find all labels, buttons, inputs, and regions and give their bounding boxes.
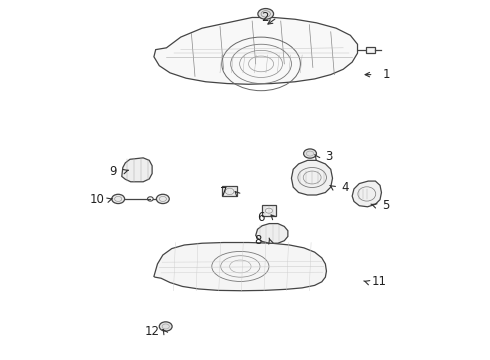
Text: 2: 2 bbox=[261, 11, 269, 24]
Text: 6: 6 bbox=[257, 211, 265, 224]
Bar bbox=[262, 205, 276, 216]
Text: 11: 11 bbox=[371, 275, 387, 288]
Text: 4: 4 bbox=[341, 181, 349, 194]
Ellipse shape bbox=[159, 322, 172, 331]
Text: 10: 10 bbox=[89, 193, 104, 206]
Text: 3: 3 bbox=[325, 150, 333, 163]
PathPatch shape bbox=[154, 243, 326, 291]
Ellipse shape bbox=[156, 194, 169, 203]
Bar bbox=[366, 47, 375, 53]
Text: 7: 7 bbox=[220, 186, 227, 199]
PathPatch shape bbox=[352, 181, 381, 207]
Text: 9: 9 bbox=[109, 165, 117, 177]
Text: 8: 8 bbox=[254, 234, 261, 247]
PathPatch shape bbox=[292, 160, 333, 195]
Ellipse shape bbox=[304, 149, 317, 158]
PathPatch shape bbox=[154, 18, 358, 84]
Ellipse shape bbox=[112, 194, 124, 203]
Ellipse shape bbox=[258, 9, 273, 19]
Text: 12: 12 bbox=[145, 325, 160, 338]
PathPatch shape bbox=[122, 158, 152, 182]
Text: 1: 1 bbox=[382, 68, 390, 81]
Text: 5: 5 bbox=[382, 198, 390, 212]
PathPatch shape bbox=[256, 224, 288, 243]
Bar bbox=[222, 186, 237, 197]
